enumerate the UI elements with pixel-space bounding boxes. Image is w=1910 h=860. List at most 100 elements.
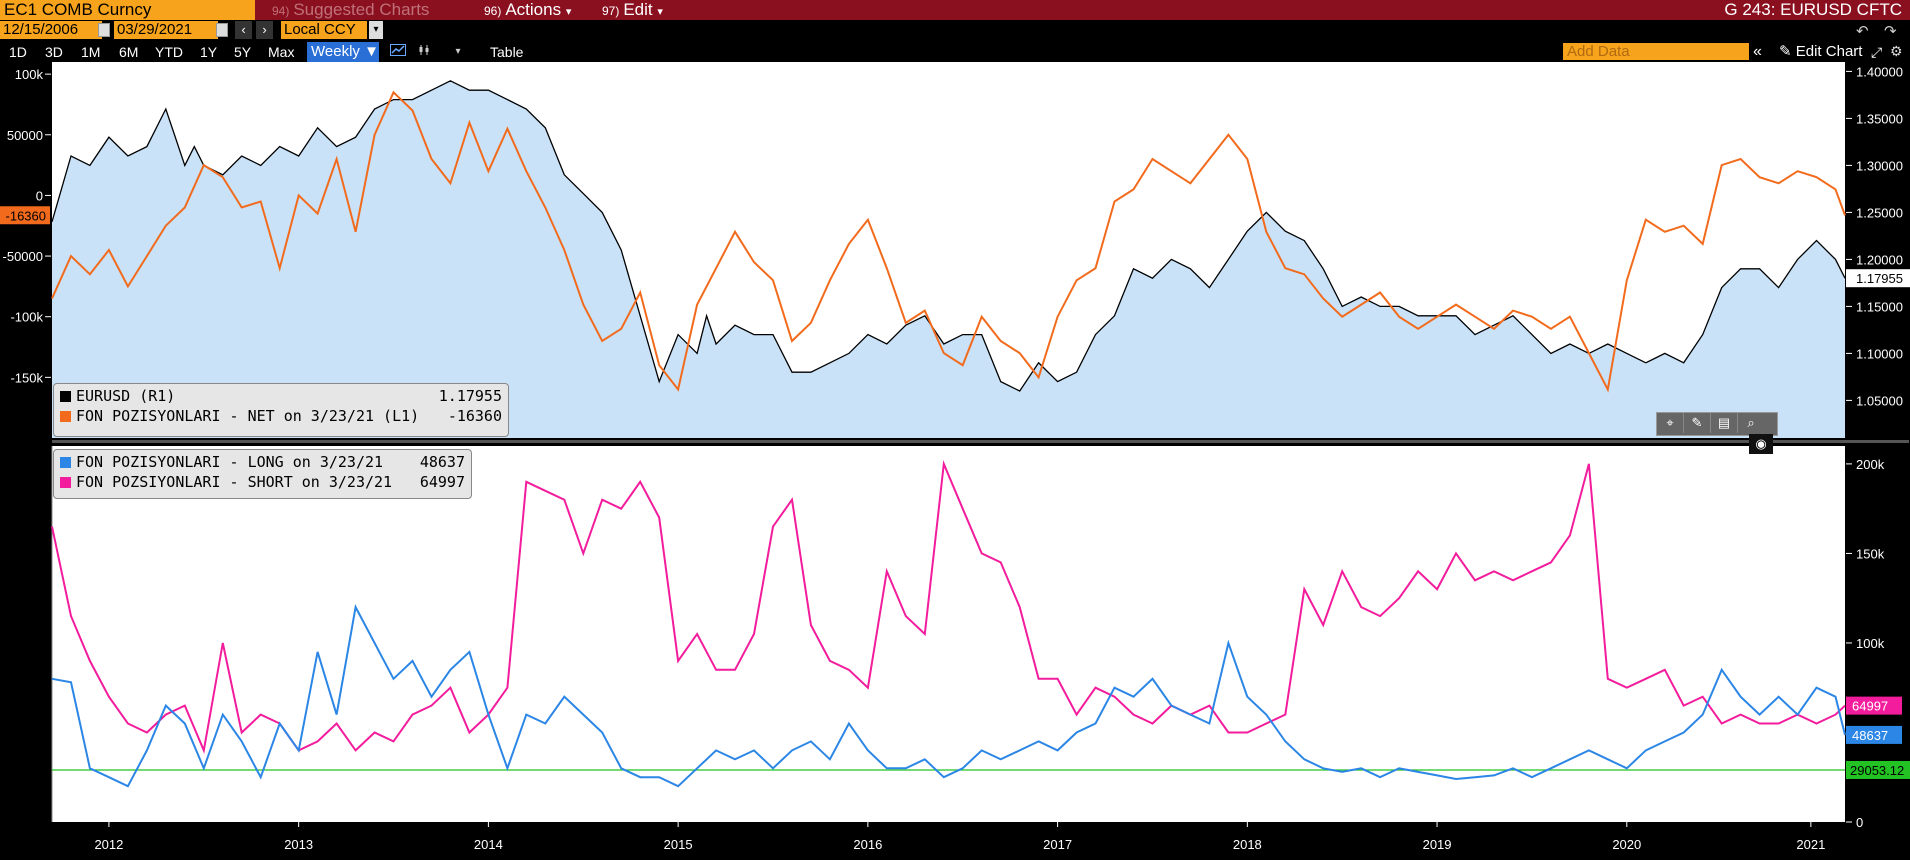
menu-number: 97) — [602, 4, 620, 18]
x-tick-label: 2014 — [474, 837, 503, 852]
menu-number: 96) — [484, 4, 502, 18]
calendar-icon[interactable] — [216, 23, 228, 37]
range-5y[interactable]: 5Y — [234, 44, 252, 60]
net-last-value-tag — [0, 206, 50, 225]
expand-icon[interactable]: ⤢ — [1871, 44, 1883, 60]
reference-value-tag — [1846, 760, 1910, 779]
edit-chart-button[interactable]: ✎ Edit Chart — [1779, 43, 1862, 61]
left-tick-label: -100k — [10, 310, 43, 325]
right-tick-label: 1.20000 — [1856, 252, 1903, 267]
start-date-field[interactable]: 12/15/2006 — [0, 21, 102, 39]
chart-tools: ⌖ ✎ ▤ ⌕ — [1656, 412, 1778, 436]
redo-icon[interactable]: ↷ — [1884, 23, 1897, 40]
menu-label: Edit — [623, 0, 653, 19]
legend-swatch — [60, 391, 71, 402]
camera-icon[interactable]: ◉ — [1749, 434, 1773, 454]
legend-swatch — [60, 457, 71, 468]
prev-period-button[interactable]: ‹ — [235, 21, 252, 39]
x-axis: 2012 2013 2014 2015 2016 2017 2018 2019 2020 2021 — [94, 822, 1825, 852]
x-tick-label: 2018 — [1233, 837, 1262, 852]
reference-value-label: 29053.12 — [1850, 763, 1904, 778]
short-line — [51, 459, 1846, 754]
x-tick-label: 2019 — [1423, 837, 1452, 852]
left-tick-label: 0 — [36, 188, 43, 203]
lower-right-tick-label: 150k — [1856, 546, 1885, 561]
suggested-charts-menu[interactable]: 94) Suggested Charts — [272, 0, 429, 20]
range-1m[interactable]: 1M — [81, 44, 101, 60]
table-button[interactable]: Table — [490, 44, 524, 60]
lower-right-tick-label: 0 — [1856, 815, 1863, 830]
zoom-icon[interactable]: ⌕ — [1747, 415, 1755, 430]
legend-value: -16360 — [447, 407, 502, 425]
function-header — [0, 0, 1910, 20]
right-tick-label: 1.15000 — [1856, 299, 1903, 314]
right-tick-label: 1.10000 — [1856, 346, 1903, 361]
lower-right-tick-label: 100k — [1856, 636, 1885, 651]
right-tick-label: 1.30000 — [1856, 158, 1903, 173]
panel-divider — [52, 440, 1909, 443]
right-tick-label: 1.25000 — [1856, 205, 1903, 220]
left-tick-label: 50000 — [7, 128, 43, 143]
range-3d[interactable]: 3D — [45, 44, 63, 60]
upper-panel: 100k 50000 0 -50000 -100k -150k -16360 1.40000 1… — [0, 62, 1910, 443]
security-input[interactable]: EC1 COMB Curncy — [0, 0, 255, 20]
lower-plot-background — [52, 446, 1845, 822]
last-value-tag — [1846, 696, 1902, 715]
last-value-label: 48637 — [1852, 728, 1888, 743]
upper-legend: EURUSD (R1) 1.17955 FON POZISYONLARI - N… — [53, 383, 509, 437]
eurusd-area — [52, 80, 1845, 439]
frequency-select[interactable]: Weekly ▼ — [307, 42, 379, 62]
add-data-input[interactable]: Add Data — [1563, 43, 1749, 60]
legend-label: EURUSD (R1) — [76, 387, 176, 405]
collapse-icon[interactable]: « — [1753, 43, 1762, 60]
legend-label: FON POZISYONLARI - LONG on 3/23/21 — [76, 453, 384, 471]
menu-label: Actions — [505, 0, 562, 19]
legend-entry-long: FON POZISYONLARI - LONG on 3/23/21 48637 — [60, 452, 465, 472]
next-period-button[interactable]: › — [256, 21, 273, 39]
end-date-field[interactable]: 03/29/2021 — [114, 21, 218, 39]
lower-right-tick-label: 200k — [1856, 457, 1885, 472]
legend-value: 1.17955 — [438, 387, 502, 405]
legend-swatch — [60, 411, 71, 422]
legend-entry-net: FON POZISYONLARI - NET on 3/23/21 (L1) -… — [60, 406, 502, 426]
range-max[interactable]: Max — [268, 44, 295, 60]
lower-panel: 200k 150k 100k 0 64997 48637 29053.12 — [51, 446, 1910, 830]
candlestick-icon[interactable] — [414, 43, 434, 61]
last-value-label: 64997 — [1852, 699, 1888, 714]
currency-select[interactable]: Local CCY — [281, 21, 367, 39]
chart-ticker-title: G 243: EURUSD CFTC — [1724, 0, 1902, 19]
line-chart-icon[interactable] — [388, 43, 408, 61]
right-tick-label: 1.40000 — [1856, 64, 1903, 79]
range-ytd[interactable]: YTD — [155, 44, 183, 60]
menu-label: Suggested Charts — [293, 0, 430, 19]
range-1d[interactable]: 1D — [9, 44, 27, 60]
edit-menu[interactable]: 97) Edit ▾ — [602, 0, 663, 20]
legend-value: 48637 — [419, 453, 465, 471]
notes-icon[interactable]: ▤ — [1711, 413, 1738, 433]
long-line — [51, 604, 1846, 788]
date-toolbar — [0, 20, 1910, 42]
gear-icon[interactable]: ⚙ — [1890, 43, 1903, 59]
actions-menu[interactable]: 96) Actions ▾ — [484, 0, 571, 20]
x-tick-label: 2013 — [284, 837, 313, 852]
edit-chart-label: Edit Chart — [1795, 43, 1863, 60]
legend-entry-short: FON POZSIYONLARI - SHORT on 3/23/21 6499… — [60, 472, 465, 492]
range-1y[interactable]: 1Y — [200, 44, 218, 60]
chevron-down-icon: ▾ — [657, 6, 663, 18]
crosshair-icon[interactable]: ⌖ — [1657, 413, 1684, 433]
calendar-icon[interactable] — [98, 23, 110, 37]
chevron-down-icon: ▾ — [565, 6, 572, 18]
lower-legend: FON POZISYONLARI - LONG on 3/23/21 48637… — [53, 449, 472, 499]
left-tick-label: -50000 — [3, 249, 43, 264]
range-6m[interactable]: 6M — [119, 44, 139, 60]
x-tick-label: 2021 — [1796, 837, 1825, 852]
eurusd-last-value-tag — [1846, 269, 1910, 288]
pencil-icon[interactable]: ✎ — [1684, 413, 1711, 433]
chevron-down-icon[interactable]: ▾ — [455, 46, 461, 57]
chevron-down-icon[interactable]: ▾ — [369, 21, 383, 39]
x-tick-label: 2020 — [1612, 837, 1641, 852]
legend-swatch — [60, 477, 71, 488]
undo-icon[interactable]: ↶ — [1856, 23, 1869, 40]
left-tick-label: -150k — [10, 370, 43, 385]
